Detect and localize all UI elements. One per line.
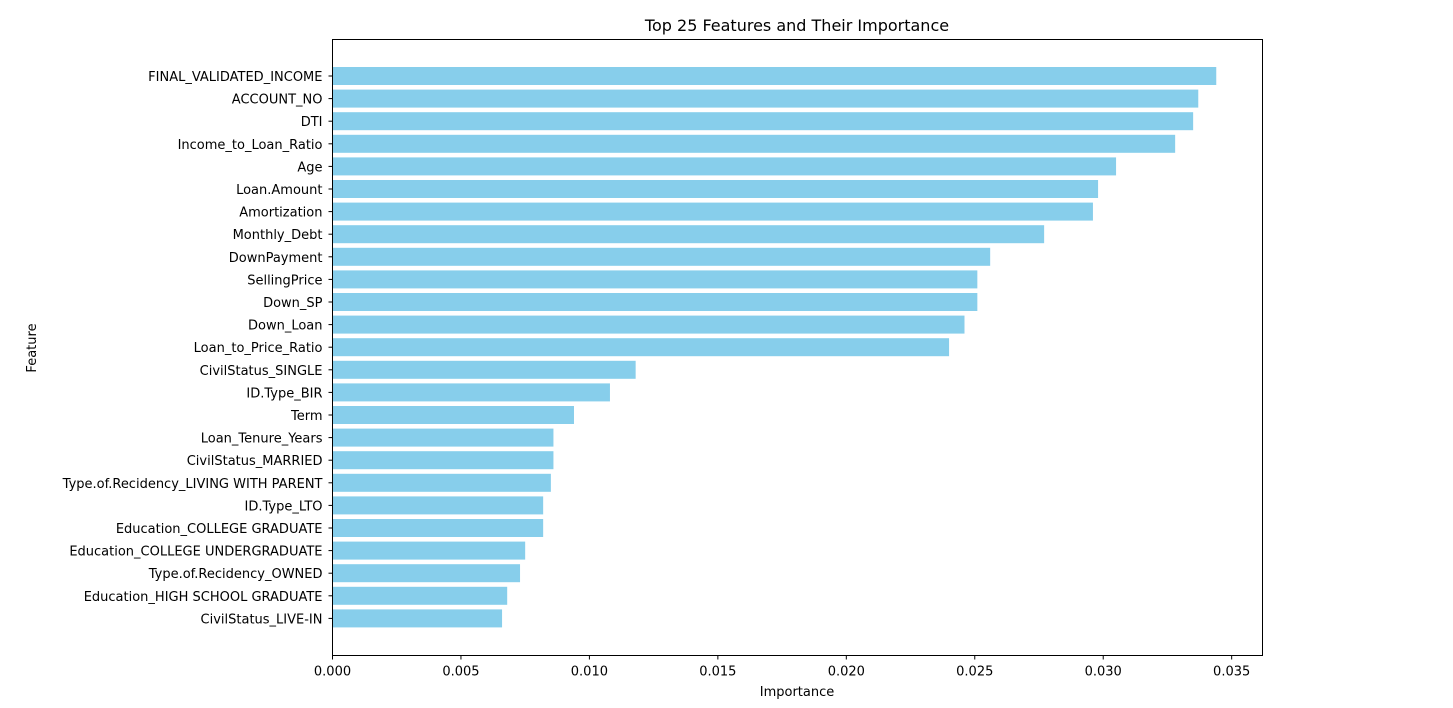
bar	[332, 202, 1093, 221]
bar	[332, 225, 1045, 244]
y-tick-label: CivilStatus_LIVE-IN	[201, 612, 323, 627]
y-tick-label: ACCOUNT_NO	[232, 93, 323, 108]
y-tick-label: Down_Loan	[248, 319, 323, 334]
y-tick-label: DownPayment	[229, 251, 323, 266]
bars-group	[332, 67, 1217, 628]
bar	[332, 586, 508, 605]
bar	[332, 247, 991, 266]
x-axis-ticks: 0.000 0.005 0.010 0.015 0.020 0.025 0.030 0.035	[314, 655, 1250, 680]
x-tick-label: 0.025	[956, 665, 993, 680]
y-tick-label: Monthly_Debt	[233, 228, 323, 243]
x-tick-label: 0.020	[828, 665, 865, 680]
y-axis-ticks: FINAL_VALIDATED_INCOME ACCOUNT_NO DTI Incom…	[62, 70, 333, 627]
y-tick-label: Amortization	[239, 206, 322, 221]
bar	[332, 134, 1176, 153]
bar	[332, 360, 636, 379]
bar	[332, 609, 503, 628]
bar	[332, 315, 965, 334]
y-tick-label: Loan.Amount	[236, 183, 322, 198]
y-tick-label: ID.Type_BIR	[246, 386, 322, 401]
bar	[332, 451, 554, 470]
y-tick-label: Income_to_Loan_Ratio	[178, 138, 323, 153]
bar	[332, 157, 1117, 176]
bar	[332, 338, 950, 357]
bar	[332, 428, 554, 447]
bar	[332, 67, 1217, 85]
y-tick-label: Education_HIGH SCHOOL GRADUATE	[84, 590, 323, 605]
x-tick-label: 0.035	[1213, 665, 1250, 680]
bar	[332, 564, 521, 583]
y-tick-label: ID.Type_LTO	[245, 499, 323, 514]
x-tick-label: 0.005	[442, 665, 479, 680]
bar	[332, 180, 1099, 198]
x-tick-label: 0.015	[699, 665, 736, 680]
y-tick-label: Term	[290, 409, 323, 424]
x-tick-label: 0.030	[1085, 665, 1122, 680]
bar	[332, 496, 544, 515]
y-tick-label: CivilStatus_SINGLE	[200, 364, 323, 379]
bar	[332, 89, 1199, 108]
x-tick-label: 0.000	[314, 665, 351, 680]
y-tick-label: Down_SP	[263, 296, 323, 311]
y-tick-label: CivilStatus_MARRIED	[187, 454, 323, 469]
chart-title: Top 25 Features and Their Importance	[644, 16, 949, 35]
y-tick-label: Education_COLLEGE GRADUATE	[116, 522, 323, 537]
y-tick-label: Loan_Tenure_Years	[201, 432, 323, 447]
y-tick-label: Education_COLLEGE UNDERGRADUATE	[69, 545, 322, 560]
y-tick-label: Loan_to_Price_Ratio	[194, 341, 323, 356]
y-tick-label: Type.of.Recidency_OWNED	[148, 567, 323, 582]
bar	[332, 541, 526, 560]
y-tick-label: SellingPrice	[247, 273, 322, 288]
bar	[332, 473, 551, 492]
x-tick-label: 0.010	[571, 665, 608, 680]
y-axis-label: Feature	[25, 323, 40, 372]
y-tick-label: Age	[297, 160, 322, 175]
bar	[332, 112, 1194, 131]
x-axis-label: Importance	[760, 685, 835, 700]
bar	[332, 383, 610, 402]
y-tick-label: Type.of.Recidency_LIVING WITH PARENT	[62, 477, 323, 492]
plot-frame	[332, 39, 1263, 656]
bar	[332, 270, 978, 289]
bar	[332, 519, 544, 537]
y-tick-label: FINAL_VALIDATED_INCOME	[148, 70, 322, 85]
bar	[332, 293, 978, 311]
y-tick-label: DTI	[301, 115, 323, 130]
bar	[332, 406, 574, 424]
